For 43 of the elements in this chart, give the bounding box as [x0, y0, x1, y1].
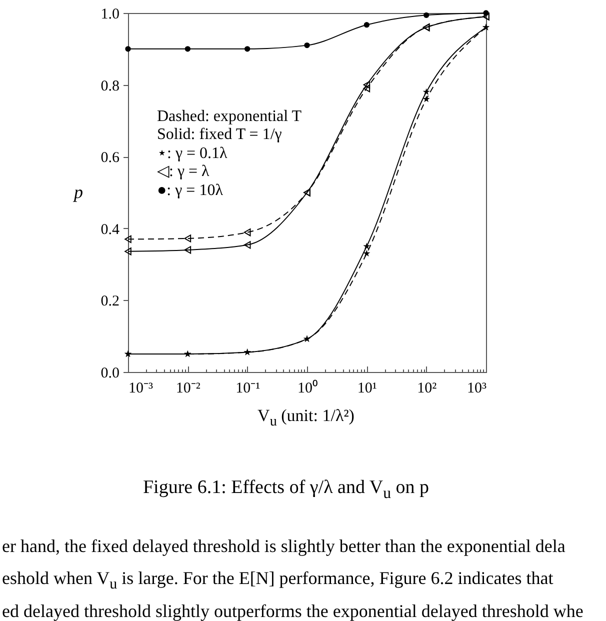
x-tick-label: 10¹: [357, 380, 377, 396]
annotation: ◁: γ = λ: [157, 163, 210, 182]
point: [244, 228, 251, 236]
point: [422, 88, 430, 95]
x-tick-label: 10⁻¹: [236, 380, 260, 396]
point: [124, 235, 132, 244]
y-tick-label: 0.0: [100, 366, 120, 382]
caption: Figure 6.1: Effects of γ/λ and V$_{u}$ on p: [142, 477, 430, 503]
point: [364, 22, 370, 28]
annotation: ⋆: γ = 0.1λ: [157, 145, 228, 164]
text: eshold when V$_{u}$ is large. For the E[N] performance, Figure 6.2 indicates that: [2, 568, 554, 594]
y-tick-label: 0.4: [100, 222, 120, 238]
annotation: Solid: fixed T = 1/γ: [157, 126, 282, 144]
point: [184, 246, 192, 254]
point: [422, 95, 430, 102]
x-axis-title: V$_{u}$ (unit: 1/λ²): [258, 406, 354, 430]
point: [363, 84, 370, 92]
point: [363, 242, 370, 250]
y-tick-label: 0.6: [100, 150, 120, 166]
y-axis-title: p: [72, 182, 83, 202]
text: ed delayed threshold slightly outperforms the exponential delayed threshold whe: [2, 601, 584, 621]
point: [363, 250, 370, 257]
x-tick-label: 10⁰: [298, 380, 318, 396]
point: [244, 46, 250, 52]
point: [304, 42, 310, 48]
annotation: Dashed: exponential T: [157, 108, 302, 126]
point: [184, 234, 192, 242]
y-tick-label: 0.8: [100, 78, 120, 94]
point: [424, 12, 430, 18]
point: [244, 241, 251, 249]
y-tick-label: 0.2: [100, 294, 120, 310]
point: [483, 10, 489, 16]
x-tick-label: 10⁻³: [128, 380, 154, 396]
x-tick-label: 10²: [417, 380, 438, 396]
point: [363, 80, 370, 89]
text: er hand, the fixed delayed threshold is slightly better than the exponential dela: [2, 536, 566, 557]
point: [124, 248, 132, 256]
point: [184, 46, 190, 52]
y-tick-label: 1.0: [100, 6, 120, 22]
annotation: ●: γ = 10λ: [157, 182, 223, 200]
x-tick-label: 10³: [467, 380, 487, 396]
x-tick-label: 10⁻²: [176, 380, 201, 396]
point: [125, 46, 131, 52]
